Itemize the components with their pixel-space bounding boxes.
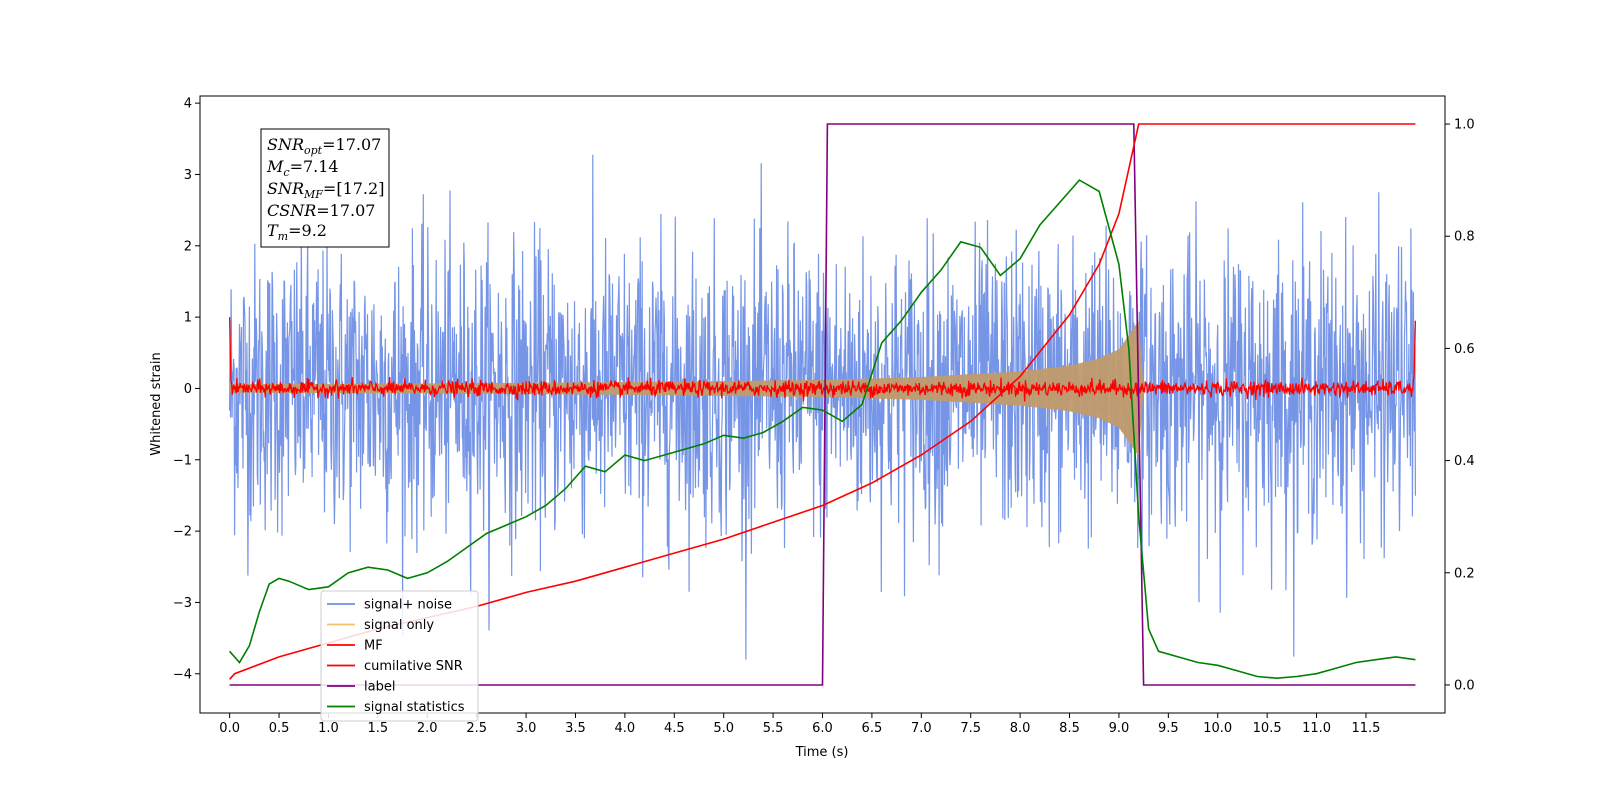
annotation-tm: =9.2 (288, 221, 327, 240)
legend: signal+ noise signal only MF cumilative SNR… (320, 590, 479, 722)
legend-label: label (364, 680, 395, 695)
y-axis-left: 4 3 2 1 0 −1 −2 −3 −4 (173, 97, 200, 682)
series-mf (228, 317, 1417, 402)
x-axis: 0.0 0.5 1.0 1.5 2.0 2.5 3.0 3.5 4.0 4.5 5.0 5.5 6.0 6… (219, 713, 1380, 736)
x-tick-label: 8.0 (1010, 721, 1031, 736)
x-tick-label: 9.0 (1109, 721, 1130, 736)
annotation-box: SNRopt=17.07 Mc=7.14 SNRMF=[17.2] CSNR=1… (260, 128, 390, 248)
legend-label: signal statistics (364, 700, 465, 715)
x-tick-label: 8.5 (1059, 721, 1080, 736)
series-layer (228, 123, 1417, 686)
y-tick-label: 4 (184, 97, 192, 112)
svg-text:Tm=9.2: Tm=9.2 (267, 221, 327, 243)
svg-text:Mc=7.14: Mc=7.14 (266, 157, 339, 179)
y2-tick-label: 0.2 (1454, 566, 1475, 581)
x-tick-label: 9.5 (1158, 721, 1179, 736)
series-signal-statistics (229, 179, 1416, 680)
x-tick-label: 1.5 (368, 721, 389, 736)
x-tick-label: 10.0 (1203, 721, 1232, 736)
legend-label: cumilative SNR (364, 659, 463, 674)
x-tick-label: 1.0 (318, 721, 339, 736)
x-tick-label: 0.0 (219, 721, 240, 736)
x-tick-label: 7.5 (960, 721, 981, 736)
x-tick-label: 2.0 (417, 721, 438, 736)
svg-text:SNRopt=17.07: SNRopt=17.07 (267, 135, 381, 157)
y2-tick-label: 0.8 (1454, 230, 1475, 245)
x-tick-label: 10.5 (1253, 721, 1282, 736)
x-tick-label: 0.5 (269, 721, 290, 736)
y-tick-label: −1 (173, 453, 192, 468)
x-tick-label: 11.0 (1302, 721, 1331, 736)
y-tick-label: 2 (184, 239, 192, 254)
x-axis-label: Time (s) (795, 745, 849, 760)
legend-label: MF (364, 639, 383, 654)
x-tick-label: 11.5 (1351, 721, 1380, 736)
x-tick-label: 7.0 (911, 721, 932, 736)
y-axis-label: Whitened strain (149, 352, 164, 455)
y2-tick-label: 0.4 (1454, 454, 1475, 469)
annotation-snr-mf: =[17.2] (323, 179, 385, 198)
x-tick-label: 6.0 (812, 721, 833, 736)
y2-tick-label: 0.6 (1454, 342, 1475, 357)
series-signal-only (229, 320, 1416, 457)
y-tick-label: −2 (173, 525, 192, 540)
y-tick-label: −3 (173, 596, 192, 611)
series-label (229, 123, 1416, 686)
y-tick-label: −4 (173, 667, 192, 682)
x-tick-label: 3.0 (516, 721, 537, 736)
annotation-csnr: =17.07 (316, 201, 375, 220)
svg-text:CSNR=17.07: CSNR=17.07 (267, 201, 375, 220)
x-tick-label: 5.5 (763, 721, 784, 736)
annotation-mc: =7.14 (290, 157, 339, 176)
y-axis-right: 0.0 0.2 0.4 0.6 0.8 1.0 (1445, 118, 1475, 693)
y-tick-label: 3 (184, 168, 192, 183)
x-tick-label: 2.5 (466, 721, 487, 736)
x-tick-label: 4.0 (615, 721, 636, 736)
x-tick-label: 6.5 (862, 721, 883, 736)
legend-label: signal+ noise (364, 598, 452, 613)
x-tick-label: 4.5 (664, 721, 685, 736)
annotation-snr-opt: =17.07 (322, 135, 381, 154)
y-tick-label: 0 (184, 382, 192, 397)
y2-tick-label: 0.0 (1454, 678, 1475, 693)
svg-text:SNRMF=[17.2]: SNRMF=[17.2] (267, 179, 384, 201)
legend-label: signal only (364, 618, 434, 633)
x-tick-label: 5.0 (713, 721, 734, 736)
x-tick-label: 3.5 (565, 721, 586, 736)
y-tick-label: 1 (184, 311, 192, 326)
y2-tick-label: 1.0 (1454, 118, 1475, 133)
